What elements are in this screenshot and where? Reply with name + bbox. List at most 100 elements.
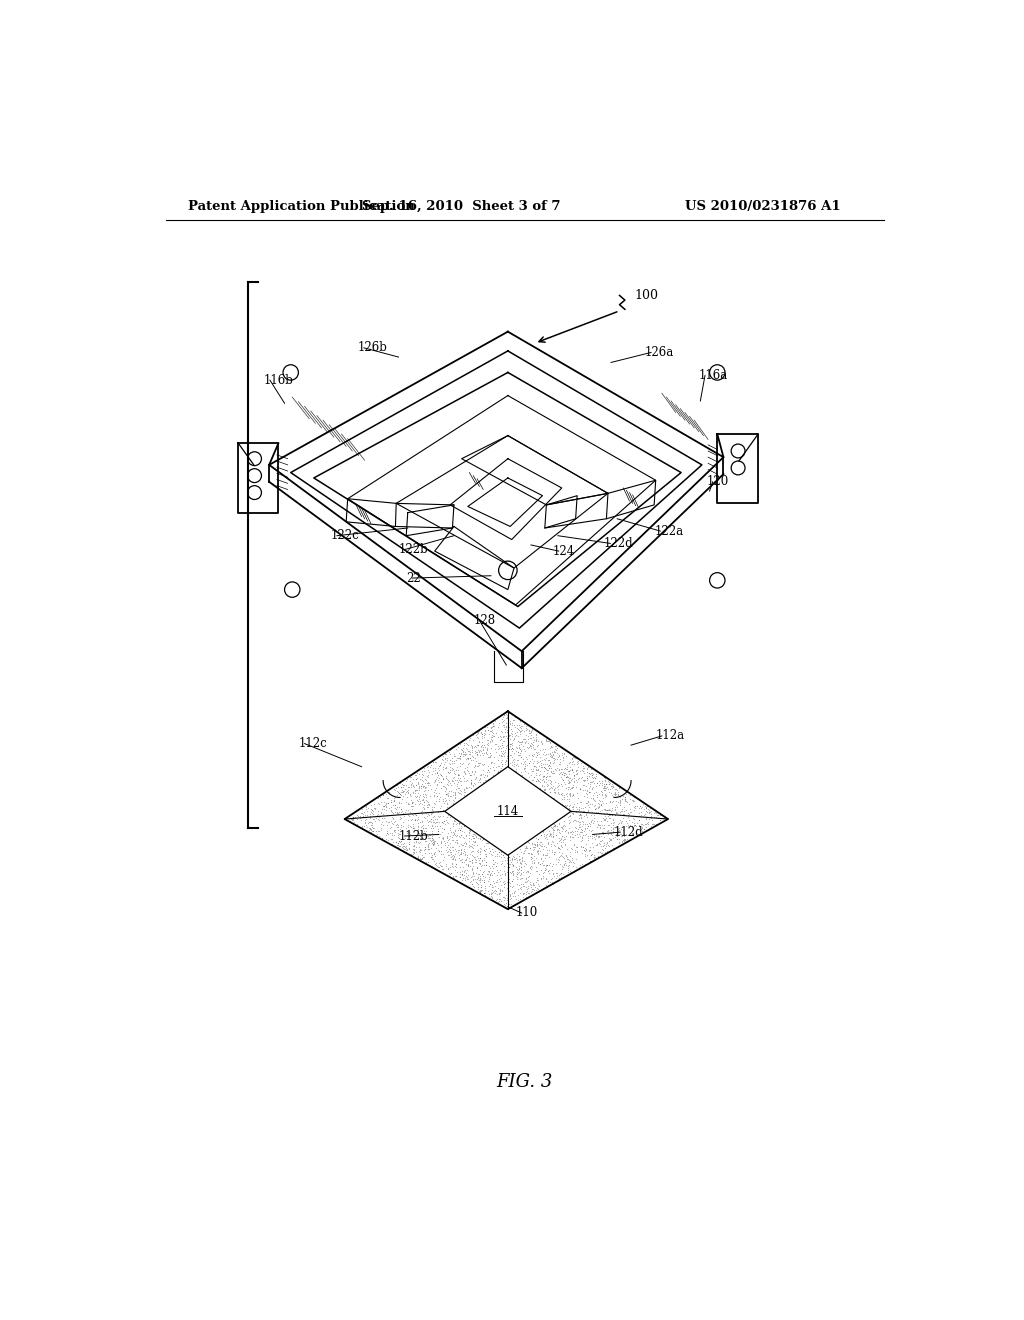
Point	[561, 851, 578, 873]
Point	[602, 829, 618, 850]
Point	[434, 775, 451, 796]
Point	[510, 884, 526, 906]
Point	[501, 739, 517, 760]
Point	[486, 879, 503, 900]
Point	[505, 863, 521, 884]
Point	[485, 725, 502, 746]
Point	[591, 814, 607, 836]
Point	[402, 843, 419, 865]
Point	[602, 808, 618, 829]
Point	[612, 801, 629, 822]
Point	[377, 795, 393, 816]
Point	[519, 871, 536, 892]
Point	[502, 734, 518, 755]
Point	[483, 766, 500, 787]
Point	[430, 820, 446, 841]
Point	[415, 785, 431, 807]
Point	[568, 849, 585, 870]
Point	[401, 801, 418, 822]
Point	[431, 812, 447, 833]
Point	[457, 841, 473, 862]
Point	[578, 825, 594, 846]
Point	[390, 783, 407, 804]
Point	[529, 771, 546, 792]
Point	[578, 796, 594, 817]
Point	[447, 764, 464, 785]
Point	[640, 799, 656, 820]
Point	[440, 845, 457, 866]
Point	[592, 803, 608, 824]
Point	[589, 810, 605, 832]
Point	[461, 847, 477, 869]
Point	[410, 818, 426, 840]
Point	[600, 800, 616, 821]
Point	[444, 849, 461, 870]
Point	[515, 754, 531, 775]
Point	[509, 726, 525, 747]
Point	[500, 737, 516, 758]
Point	[434, 812, 451, 833]
Point	[496, 874, 512, 895]
Point	[424, 814, 440, 836]
Point	[488, 855, 505, 876]
Point	[556, 834, 572, 855]
Point	[613, 801, 630, 822]
Point	[610, 828, 627, 849]
Point	[543, 762, 559, 783]
Polygon shape	[444, 767, 571, 855]
Point	[532, 756, 549, 777]
Point	[490, 846, 507, 867]
Point	[388, 803, 404, 824]
Point	[500, 857, 516, 878]
Point	[628, 816, 644, 837]
Point	[478, 851, 495, 873]
Point	[360, 820, 377, 841]
Point	[395, 776, 412, 797]
Point	[597, 800, 613, 821]
Point	[550, 838, 566, 859]
Point	[469, 723, 485, 744]
Point	[466, 879, 482, 900]
Point	[410, 813, 426, 834]
Point	[467, 755, 483, 776]
Point	[560, 809, 577, 830]
Point	[464, 742, 480, 763]
Point	[421, 795, 437, 816]
Point	[441, 840, 458, 861]
Point	[545, 854, 561, 875]
Point	[461, 729, 477, 750]
Point	[488, 859, 505, 880]
Point	[465, 863, 481, 884]
Point	[526, 739, 543, 760]
Point	[484, 870, 501, 891]
Point	[602, 828, 618, 849]
Point	[426, 772, 442, 793]
Point	[560, 817, 577, 838]
Point	[438, 803, 455, 824]
Point	[411, 793, 427, 814]
Point	[514, 711, 530, 733]
Point	[418, 770, 434, 791]
Point	[600, 820, 616, 841]
Point	[442, 785, 459, 807]
Point	[581, 812, 597, 833]
Point	[510, 744, 526, 766]
Point	[424, 816, 440, 837]
Point	[452, 780, 468, 801]
Point	[525, 760, 542, 781]
Point	[417, 792, 433, 813]
Point	[537, 783, 553, 804]
Point	[425, 751, 441, 772]
Point	[495, 706, 511, 727]
Point	[458, 738, 474, 759]
Point	[581, 841, 597, 862]
Point	[594, 814, 610, 836]
Point	[597, 799, 613, 820]
Point	[554, 846, 570, 867]
Point	[534, 780, 550, 801]
Point	[570, 796, 587, 817]
Point	[420, 851, 436, 873]
Point	[594, 788, 610, 809]
Point	[437, 800, 454, 821]
Point	[534, 775, 550, 796]
